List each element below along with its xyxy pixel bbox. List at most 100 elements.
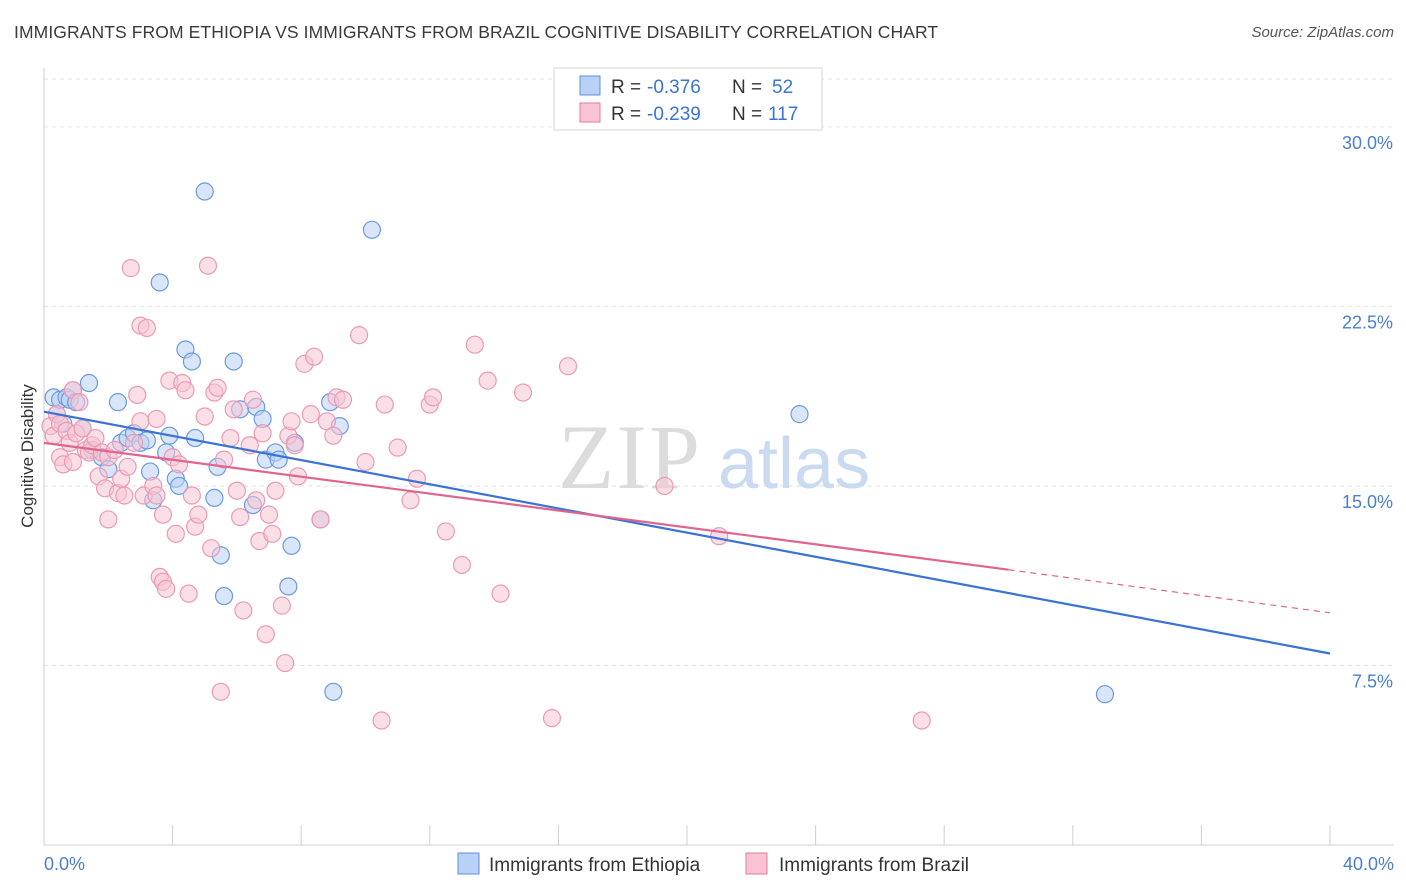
brazil-point (243, 390, 263, 409)
brazil-trend-line-extension (1008, 569, 1331, 614)
chart-title: IMMIGRANTS FROM ETHIOPIA VS IMMIGRANTS F… (14, 22, 939, 42)
brazil-point (655, 476, 674, 496)
brazil-point (214, 450, 234, 469)
brazil-point (259, 505, 279, 524)
ethiopia-point (279, 577, 298, 596)
bottom-legend-swatch-brazil (745, 852, 768, 875)
brazil-point (272, 596, 292, 615)
brazil-point (221, 428, 240, 448)
brazil-point (478, 371, 497, 390)
brazil-point (513, 383, 533, 402)
brazil-point (349, 326, 369, 345)
brazil-point (198, 256, 218, 275)
source-label: Source: ZipAtlas.com (1251, 24, 1394, 41)
legend-n-value-brazil: 117 (768, 104, 798, 125)
brazil-point (247, 491, 266, 510)
brazil-point (182, 486, 201, 505)
x-tick-label-max: 40.0% (1343, 854, 1394, 874)
brazil-point (423, 388, 443, 407)
brazil-point (157, 579, 176, 598)
brazil-point (388, 438, 407, 457)
ethiopia-point (214, 586, 234, 606)
brazil-point (131, 412, 150, 431)
bottom-legend-label-ethiopia: Immigrants from Ethiopia (489, 855, 701, 876)
brazil-point (124, 433, 144, 452)
brazil-point (227, 481, 246, 500)
brazil-point (189, 505, 208, 524)
y-tick-label: 7.5% (1352, 671, 1393, 691)
legend-n-label-ethiopia: N = (732, 77, 762, 98)
brazil-point (224, 400, 243, 419)
ethiopia-point (205, 488, 224, 508)
axes (43, 68, 1394, 846)
brazil-point (491, 584, 510, 603)
legend-r-label-ethiopia: R = (611, 77, 641, 98)
brazil-point (912, 711, 931, 730)
brazil-point (234, 601, 253, 620)
watermark-zip: ZIP (558, 406, 702, 508)
brazil-point (333, 390, 353, 409)
brazil-point (211, 682, 230, 701)
x-tick-label-min: 0.0% (44, 854, 85, 874)
ethiopia-point (182, 352, 201, 371)
ethiopia-point (79, 373, 99, 393)
brazil-point (147, 486, 166, 505)
ethiopia-point (282, 536, 301, 555)
brazil-point (407, 469, 427, 488)
brazil-point (147, 409, 166, 429)
legend-r-label-brazil: R = (611, 104, 641, 125)
brazil-point (324, 426, 343, 445)
brazil-point (176, 381, 195, 400)
trend-lines (43, 410, 1331, 655)
brazil-point (153, 505, 173, 524)
brazil-point (276, 653, 295, 673)
brazil-point (542, 709, 562, 728)
watermark: ZIP atlas (558, 406, 870, 508)
series-legend: Immigrants from Ethiopia Immigrants from… (457, 852, 969, 876)
brazil-point (118, 457, 137, 476)
y-axis-label: Cognitive Disability (18, 384, 37, 528)
ethiopia-point (1095, 685, 1115, 704)
legend-swatch-ethiopia (579, 75, 601, 96)
brazil-point (202, 539, 221, 558)
brazil-point (372, 711, 391, 730)
bottom-legend-label-brazil: Immigrants from Brazil (779, 855, 969, 876)
legend-n-label-brazil: N = (732, 104, 762, 125)
brazil-point (166, 524, 185, 543)
y-tick-label: 15.0% (1342, 492, 1393, 512)
brazil-point (263, 524, 282, 543)
legend-r-value-ethiopia: -0.376 (647, 77, 701, 98)
watermark-atlas: atlas (718, 424, 870, 504)
brazil-point (436, 522, 455, 541)
brazil-point (465, 335, 484, 354)
legend-r-value-brazil: -0.239 (647, 104, 701, 125)
brazil-point (208, 378, 227, 397)
ethiopia-point (224, 352, 243, 371)
brazil-point (231, 507, 250, 527)
brazil-point (128, 385, 147, 405)
brazil-point (115, 486, 134, 505)
brazil-point (266, 481, 285, 500)
bottom-legend-swatch-ethiopia (457, 852, 480, 875)
ethiopia-trend-line (43, 410, 1331, 655)
y-tick-labels: 7.5% 15.0% 22.5% 30.0% (1342, 133, 1393, 692)
ethiopia-point (169, 476, 189, 496)
brazil-point (285, 436, 304, 455)
brazil-point (137, 318, 156, 338)
brazil-point (253, 424, 272, 443)
brazil-point (121, 259, 140, 278)
ethiopia-point (362, 220, 382, 239)
ethiopia-point (150, 273, 169, 292)
brazil-point (63, 452, 83, 472)
brazil-trend-line (43, 441, 1009, 571)
brazil-point (301, 405, 320, 424)
brazil-point (256, 625, 275, 644)
ethiopia-point (790, 405, 809, 424)
ethiopia-point (108, 393, 128, 412)
brazil-point (282, 412, 301, 431)
brazil-point (356, 452, 375, 472)
brazil-point (99, 510, 118, 529)
brazil-point (70, 393, 89, 412)
brazil-point (304, 347, 324, 366)
legend-swatch-brazil (579, 102, 601, 123)
